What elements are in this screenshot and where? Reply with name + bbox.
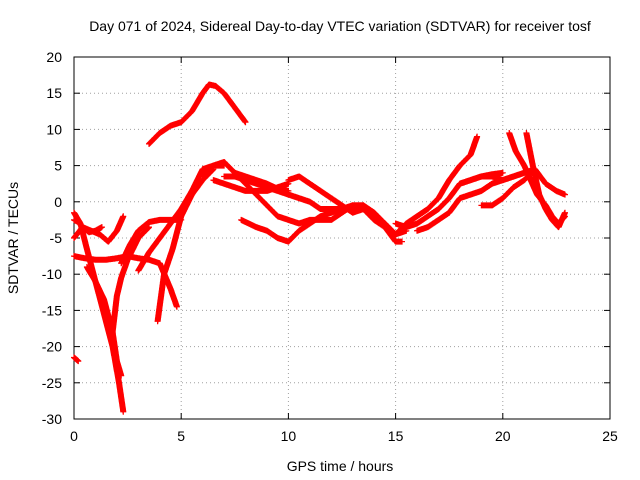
chart-title: Day 071 of 2024, Sidereal Day-to-day VTE… <box>89 18 591 34</box>
y-tick-label: -10 <box>42 266 62 282</box>
data-series-track-3 <box>71 216 105 236</box>
x-tick-label: 0 <box>70 428 78 444</box>
data-series-track-25 <box>523 130 568 231</box>
data-point-markers <box>109 224 152 336</box>
y-tick-label: -20 <box>42 339 62 355</box>
y-tick-label: -5 <box>50 230 63 246</box>
x-axis-title: GPS time / hours <box>287 458 394 474</box>
x-tick-label: 25 <box>602 428 618 444</box>
data-series-track-4 <box>71 354 82 365</box>
data-point-markers <box>71 354 82 365</box>
data-point-markers <box>154 166 217 325</box>
data-point-markers <box>523 130 568 231</box>
data-series-track-19 <box>349 133 481 238</box>
y-tick-label: -30 <box>42 411 62 427</box>
data-series-track-7 <box>109 224 152 336</box>
data-series-track-11 <box>146 81 249 147</box>
data-point-markers <box>71 216 105 236</box>
y-tick-label: 5 <box>54 158 62 174</box>
x-tick-label: 15 <box>388 428 404 444</box>
data-point-markers <box>349 133 481 238</box>
y-tick-label: 10 <box>46 121 62 137</box>
x-tick-label: 5 <box>177 428 185 444</box>
data-point-markers <box>146 81 249 147</box>
y-tick-label: -15 <box>42 302 62 318</box>
data-series-track-10 <box>154 166 217 325</box>
x-tick-label: 10 <box>281 428 297 444</box>
y-tick-label: -25 <box>42 375 62 391</box>
data-series-track-1 <box>71 209 127 415</box>
axis-ticks: 0 5 10 15 20 25 -30 -25 -20 -15 -10 -5 0 5 10 15 20 <box>42 49 618 444</box>
y-tick-label: 0 <box>54 194 62 210</box>
y-axis-title: SDTVAR / TECUs <box>5 182 21 294</box>
x-tick-label: 20 <box>495 428 511 444</box>
data-point-markers <box>71 209 127 415</box>
y-tick-label: 15 <box>46 85 62 101</box>
data-series <box>71 81 568 415</box>
y-tick-label: 20 <box>46 49 62 65</box>
grid <box>74 57 610 419</box>
